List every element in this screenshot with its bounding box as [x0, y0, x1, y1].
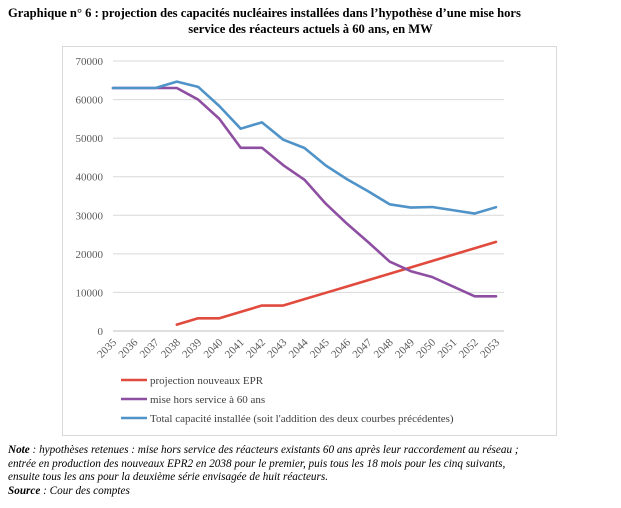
y-tick-label: 10000 — [76, 287, 104, 299]
y-tick-label: 70000 — [76, 56, 104, 68]
y-tick-label: 0 — [98, 326, 104, 338]
x-tick-label: 2044 — [287, 336, 311, 360]
legend-label: projection nouveaux EPR — [150, 375, 264, 387]
x-tick-label: 2046 — [329, 336, 353, 360]
x-tick-label: 2035 — [95, 336, 119, 360]
y-tick-label: 30000 — [76, 210, 104, 222]
x-tick-label: 2050 — [414, 336, 438, 360]
note-line2: entrée en production des nouveaux EPR2 e… — [8, 457, 506, 470]
x-tick-label: 2042 — [244, 337, 268, 361]
x-tick-label: 2053 — [478, 336, 502, 360]
x-tick-label: 2037 — [138, 336, 162, 360]
y-axis-ticks: 0 10000 20000 30000 40000 50000 60000 70000 — [76, 56, 104, 338]
chart-title-line1: Graphique n° 6 : projection des capacité… — [8, 6, 521, 20]
x-tick-label: 2039 — [180, 336, 204, 360]
y-tick-label: 20000 — [76, 249, 104, 261]
line-chart: 0 10000 20000 30000 40000 50000 60000 70000 203… — [76, 56, 504, 425]
x-tick-label: 2045 — [308, 336, 332, 360]
legend-label: Total capacité installée (soit l'additio… — [150, 413, 454, 425]
y-tick-label: 60000 — [76, 95, 104, 107]
chart-note: Note : hypothèses retenues : mise hors s… — [8, 444, 616, 498]
y-tick-label: 50000 — [76, 133, 104, 145]
series-line-3 — [111, 80, 498, 215]
x-axis-ticks: 2035203620372038203920402041204220432044… — [95, 336, 502, 360]
series-lines — [111, 80, 498, 326]
y-tick-label: 40000 — [76, 172, 104, 184]
note-label: Note — [8, 444, 30, 456]
x-tick-label: 2041 — [223, 337, 247, 361]
legend-label: mise hors service à 60 ans — [150, 394, 265, 406]
source-text: : Cour des comptes — [40, 484, 130, 497]
note-line3: ensuite tous les ans pour la deuxième sé… — [8, 471, 329, 484]
x-tick-label: 2043 — [265, 336, 289, 360]
x-tick-label: 2052 — [457, 337, 481, 361]
x-tick-label: 2036 — [116, 336, 140, 360]
gridlines — [113, 60, 504, 332]
x-tick-label: 2040 — [201, 336, 225, 360]
source-label: Source — [8, 484, 41, 497]
x-tick-label: 2048 — [372, 336, 396, 360]
series-line-1 — [175, 240, 498, 326]
x-tick-label: 2038 — [159, 336, 183, 360]
chart-frame: 0 10000 20000 30000 40000 50000 60000 70000 203… — [62, 46, 557, 436]
note-line1: : hypothèses retenues : mise hors servic… — [29, 444, 519, 456]
series-line-2 — [111, 86, 498, 298]
chart-title-line2: service des réacteurs actuels à 60 ans, … — [188, 22, 433, 36]
x-tick-label: 2047 — [350, 336, 374, 360]
x-tick-label: 2051 — [436, 337, 460, 361]
x-tick-label: 2049 — [393, 336, 417, 360]
legend: projection nouveaux EPR mise hors service… — [121, 375, 454, 425]
